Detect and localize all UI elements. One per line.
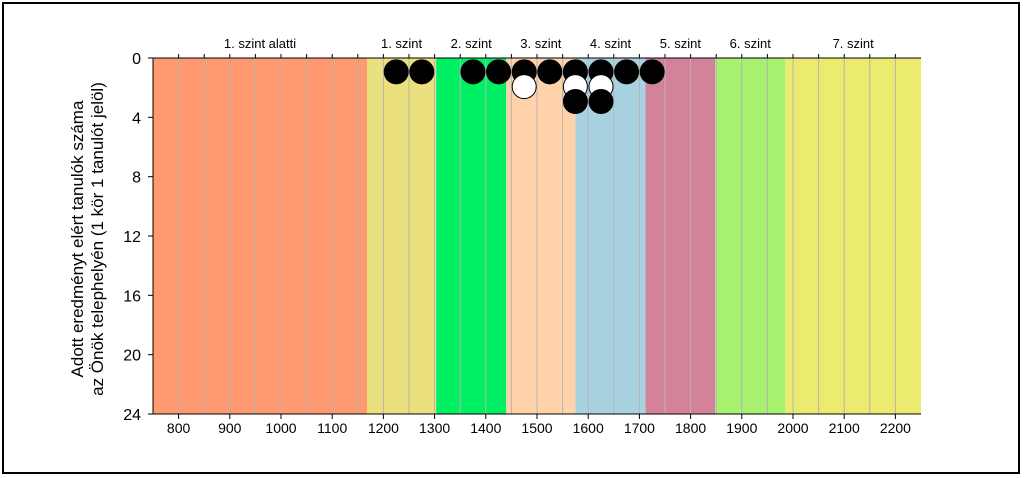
level-band xyxy=(153,58,368,414)
student-point xyxy=(639,59,665,85)
x-tick-label: 1000 xyxy=(265,420,296,436)
x-tick-label: 1400 xyxy=(470,420,501,436)
level-label: 4. szint xyxy=(590,36,632,51)
y-tick-labels: 0 4 8 12 16 20 24 xyxy=(123,51,141,424)
y-tick-label: 12 xyxy=(123,229,141,246)
level-band xyxy=(715,58,786,414)
level-label: 5. szint xyxy=(660,36,702,51)
level-bands xyxy=(153,58,921,414)
x-tick-label: 1900 xyxy=(726,420,757,436)
level-band xyxy=(575,58,646,414)
level-label: 1. szint xyxy=(381,36,423,51)
student-point xyxy=(588,89,614,114)
student-point xyxy=(511,74,537,100)
x-tick-label: 2200 xyxy=(880,420,911,436)
student-point xyxy=(409,59,435,85)
x-tick-label: 800 xyxy=(167,420,191,436)
x-tick-label: 1500 xyxy=(521,420,552,436)
x-tick-label: 1300 xyxy=(419,420,450,436)
y-tick-label: 0 xyxy=(132,51,141,68)
level-label: 2. szint xyxy=(451,36,493,51)
level-label: 7. szint xyxy=(833,36,875,51)
student-point xyxy=(537,59,563,85)
x-gridlines xyxy=(178,58,896,414)
level-labels: 1. szint alatti 1. szint 2. szint 3. szint 4… xyxy=(224,36,874,51)
level-label: 3. szint xyxy=(520,36,562,51)
y-tick-label: 24 xyxy=(123,407,141,424)
y-axis-label-line-1: Adott eredményt elért tanulók száma xyxy=(68,100,87,378)
x-tick-label: 2100 xyxy=(829,420,860,436)
x-tick-label: 900 xyxy=(218,420,242,436)
student-point xyxy=(614,59,640,85)
y-axis-label-line-2: az Önök telephelyén (1 kör 1 tanulót jel… xyxy=(88,82,107,396)
student-point xyxy=(562,89,588,114)
level-band xyxy=(367,58,437,414)
x-tick-label: 1200 xyxy=(368,420,399,436)
level-band xyxy=(436,58,507,414)
x-tick-label: 1800 xyxy=(675,420,706,436)
x-tick-label: 1600 xyxy=(573,420,604,436)
x-tick-label: 1100 xyxy=(317,420,347,436)
y-tick-label: 4 xyxy=(132,110,141,127)
x-tick-label: 1700 xyxy=(624,420,655,436)
student-point xyxy=(383,59,409,85)
level-band xyxy=(645,58,716,414)
level-band xyxy=(506,58,576,414)
level-band xyxy=(785,58,921,414)
student-point xyxy=(460,59,486,85)
y-axis-label: Adott eredményt elért tanulók száma az Ö… xyxy=(64,0,110,478)
student-point xyxy=(486,59,512,85)
y-tick-label: 8 xyxy=(132,170,141,187)
level-label: 6. szint xyxy=(730,36,772,51)
axes xyxy=(148,54,921,419)
y-tick-label: 16 xyxy=(123,288,141,305)
student-points xyxy=(383,59,665,114)
y-tick-label: 20 xyxy=(123,348,141,365)
level-label: 1. szint alatti xyxy=(224,36,296,51)
x-tick-label: 2000 xyxy=(777,420,808,436)
x-tick-labels: 800 900 1000 1100 1200 1300 1400 1500 1600 1700 18… xyxy=(167,420,911,436)
